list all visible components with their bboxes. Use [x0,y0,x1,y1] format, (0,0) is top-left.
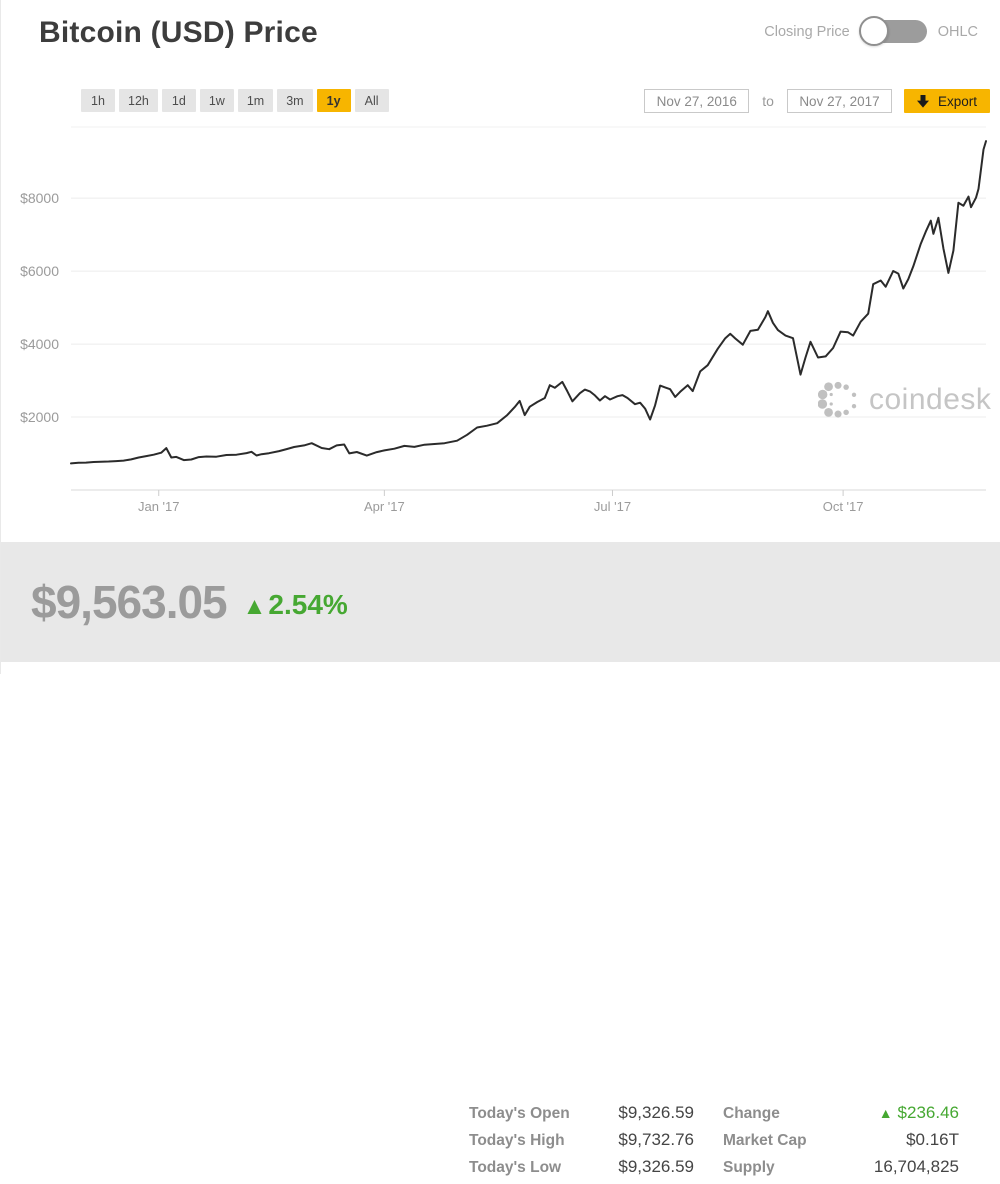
current-price-block: $9,563.05 ▲2.54% [31,542,348,662]
price-type-toggle-group: Closing Price OHLC [764,16,978,46]
closing-price-label[interactable]: Closing Price [764,23,850,40]
stat-label: Today's Low [469,1159,562,1176]
stat-row-todays-high: Today's High $9,732.76 [469,1130,694,1157]
stat-row-market-cap: Market Cap $0.16T [723,1130,959,1157]
date-to-label: to [762,93,774,109]
range-button-1m[interactable]: 1m [237,89,274,112]
stat-label: Supply [723,1159,775,1176]
change-percent: ▲2.54% [243,589,348,621]
range-button-12h[interactable]: 12h [119,89,158,112]
y-axis-label: $4000 [20,336,59,352]
stat-value: 16,704,825 [873,1157,959,1176]
export-button-label: Export [937,93,977,109]
page-title: Bitcoin (USD) Price [39,16,318,49]
price-line [70,140,987,465]
ohlc-label[interactable]: OHLC [937,23,978,40]
x-axis-label: Oct '17 [823,499,864,514]
price-chart[interactable]: $2000 $4000 $6000 $8000 Jan '17 Apr '17 Jul '1… [1,0,1000,530]
stat-value: $9,326.59 [618,1103,694,1122]
stats-column-market: Change ▲ $236.46 Market Cap $0.16T Supply… [723,1103,959,1184]
stat-value-change: ▲ $236.46 [879,1103,959,1123]
stat-row-supply: Supply 16,704,825 [723,1157,959,1184]
y-axis-label: $6000 [20,263,59,279]
range-button-1d[interactable]: 1d [161,89,196,112]
change-percent-value: 2.54% [268,589,348,620]
stat-value: $0.16T [906,1130,959,1149]
stat-label: Market Cap [723,1132,807,1149]
x-axis-label: Apr '17 [364,499,405,514]
date-range-controls: to Export [644,89,990,113]
date-to-input[interactable] [786,89,892,113]
stats-bar: $9,563.05 ▲2.54% Today's Open $9,326.59 … [1,542,1000,1176]
price-chart-svg: $2000 $4000 $6000 $8000 Jan '17 Apr '17 Jul '1… [20,126,987,514]
x-axis-label: Jul '17 [594,499,631,514]
range-button-1h[interactable]: 1h [81,89,115,112]
range-selector: 1h 12h 1d 1w 1m 3m 1y All [81,89,389,112]
date-from-input[interactable] [644,89,750,113]
stat-label: Today's Open [469,1105,570,1122]
change-amount: $236.46 [897,1103,959,1122]
y-axis-label: $2000 [20,409,59,425]
stat-row-todays-open: Today's Open $9,326.59 [469,1103,694,1130]
range-button-all[interactable]: All [354,89,389,112]
stat-value: $9,326.59 [618,1157,694,1176]
stat-row-change: Change ▲ $236.46 [723,1103,959,1130]
range-button-1y[interactable]: 1y [316,89,351,112]
arrow-up-icon: ▲ [878,1105,893,1121]
range-button-1w[interactable]: 1w [199,89,234,112]
y-axis-label: $8000 [20,190,59,206]
x-axis-label: Jan '17 [138,499,180,514]
current-price: $9,563.05 [31,576,228,628]
price-type-toggle[interactable] [858,16,927,46]
stat-label: Today's High [469,1132,565,1149]
stat-row-todays-low: Today's Low $9,326.59 [469,1157,694,1184]
stat-value: $9,732.76 [618,1130,694,1149]
stats-column-today: Today's Open $9,326.59 Today's High $9,7… [469,1103,694,1184]
arrow-up-icon: ▲ [242,593,267,620]
download-icon [916,94,929,108]
stat-label: Change [723,1105,780,1122]
range-button-3m[interactable]: 3m [277,89,313,112]
export-button[interactable]: Export [903,89,990,113]
toggle-knob[interactable] [858,16,889,46]
